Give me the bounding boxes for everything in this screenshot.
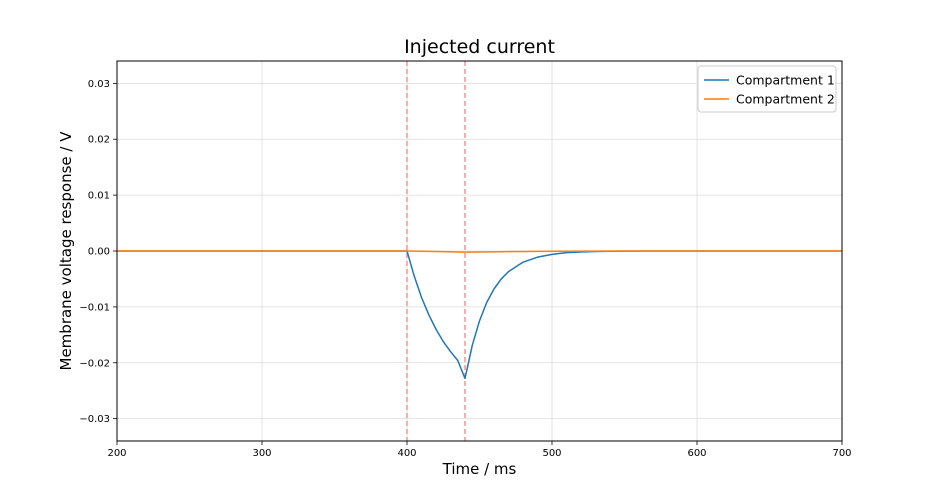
x-tick-label: 500 <box>542 448 561 459</box>
series-lines <box>117 250 842 380</box>
y-tick-label: 0.01 <box>88 191 110 202</box>
series-line-2 <box>117 250 842 253</box>
legend-box <box>697 65 837 113</box>
y-tick-label: −0.02 <box>79 358 110 369</box>
legend: Compartment 1 Compartment 2 <box>697 65 837 113</box>
y-tick-label: 0.03 <box>88 79 110 90</box>
legend-label: Compartment 2 <box>736 92 835 107</box>
chart-title: Injected current <box>404 36 555 58</box>
y-tick-label: −0.01 <box>79 302 110 313</box>
x-axis-label: Time / ms <box>442 460 517 478</box>
x-tick-label: 700 <box>832 448 851 459</box>
x-tick-label: 400 <box>397 448 416 459</box>
ticks: 200 300 400 500 600 700 −0.03 −0.02 −0.01 0.00 0.0… <box>79 79 851 459</box>
x-tick-label: 200 <box>107 448 126 459</box>
legend-label: Compartment 1 <box>736 73 835 88</box>
y-axis-label: Membrane voltage response / V <box>57 131 75 371</box>
x-tick-label: 300 <box>252 448 271 459</box>
x-tick-label: 600 <box>687 448 706 459</box>
y-tick-label: 0.02 <box>88 135 110 146</box>
y-tick-label: 0.00 <box>88 247 110 258</box>
y-tick-label: −0.03 <box>79 414 110 425</box>
